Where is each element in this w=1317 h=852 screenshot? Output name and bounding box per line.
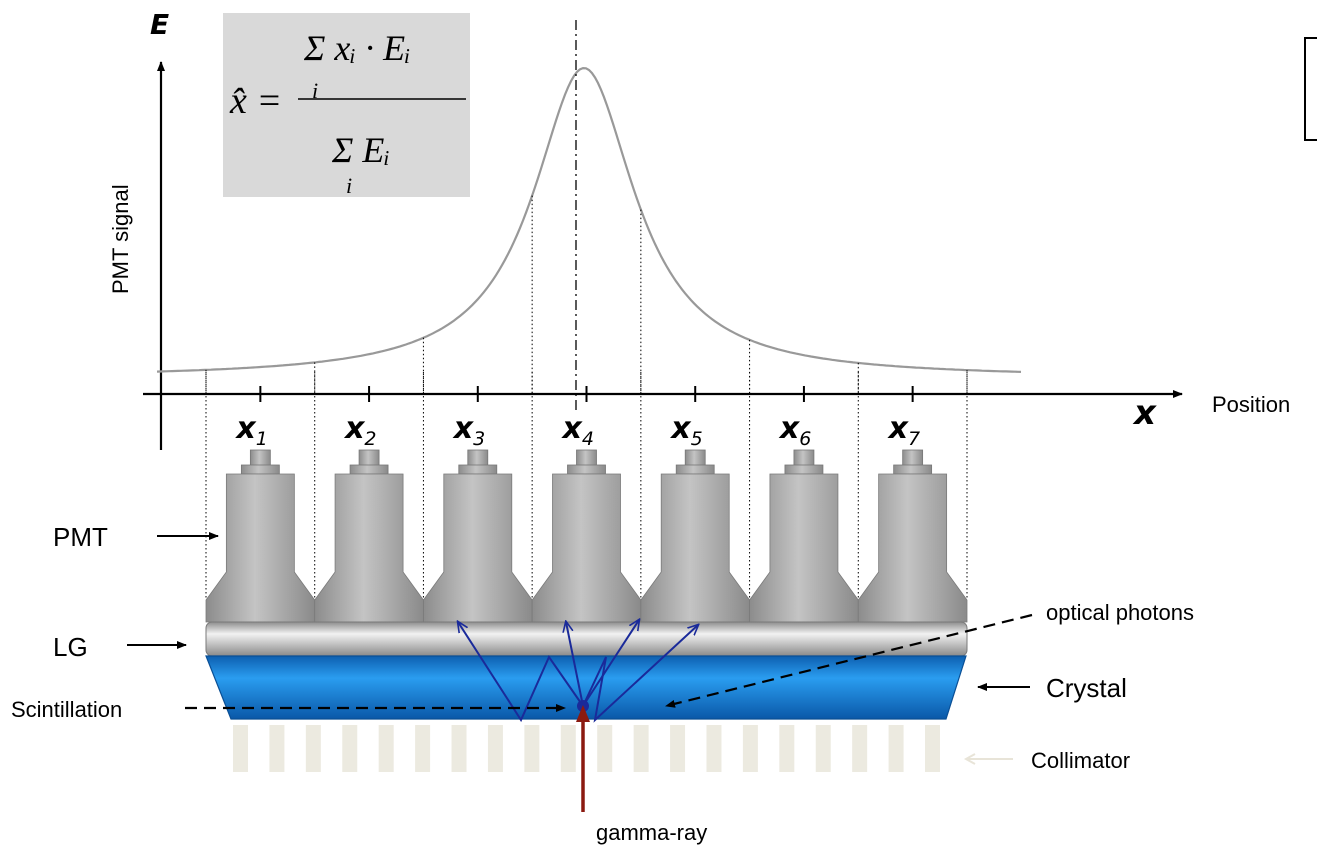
collimator-bar [779,725,795,772]
pmt-tube [531,449,642,623]
formula-denominator-index: i [346,173,352,198]
pmt-tube [314,449,424,623]
position-label: x2 [343,411,376,450]
photon-paths [458,620,698,723]
x-axis-label: Position [1212,392,1290,417]
photon-arrow [566,622,584,707]
pmt-tube [205,449,316,623]
pmt-tube [857,449,968,623]
light-guide [205,621,968,657]
photon-path-reflected [582,625,698,723]
optical-photons-pointer [665,613,1033,708]
collimator-label: Collimator [1031,748,1130,773]
gamma-ray-arrowhead [576,705,590,722]
pmt-tube [423,449,533,623]
collimator-bar [852,725,868,772]
pmt-tube [640,449,750,623]
edge-frame-fragment [1304,37,1317,141]
collimator-bar [742,725,758,772]
position-label: x7 [887,411,920,450]
formula-box: x̂ = Σ xᵢ · Eᵢ i Σ Eᵢ i [223,13,470,198]
scintillation-label: Scintillation [11,697,122,722]
collimator-bar [233,725,248,772]
y-axis-label: PMT signal [108,184,133,294]
collimator-bar [815,725,831,772]
collimator-bar [670,725,686,772]
crystal-label: Crystal [1046,673,1127,703]
pmt-array [205,449,968,623]
photon-path-reflected [458,622,584,723]
formula-numerator-index: i [312,78,318,103]
lg-label: LG [53,632,88,662]
collimator-bar [925,725,940,772]
collimator-bar [305,725,321,772]
collimator-bar [487,725,503,772]
y-axis-symbol: E [150,8,169,41]
formula-lhs: x̂ = [229,80,282,122]
position-label: x4 [561,411,594,450]
formula-denominator: Σ Eᵢ [331,130,390,170]
formula-numerator: Σ xᵢ · Eᵢ [303,28,411,68]
collimator-bar [524,725,540,772]
position-label: x3 [452,411,485,450]
crystal [205,655,967,720]
collimator-bar [415,725,431,772]
collimator-bar [269,725,285,772]
collimator-bar [451,725,467,772]
gamma-ray-label: gamma-ray [596,820,707,845]
collimator-bar [706,725,722,772]
collimator-bars [233,725,940,772]
optical-photons-label: optical photons [1046,600,1194,625]
signal-curve [156,66,1022,373]
collimator-bar [560,725,576,772]
collimator-bar [888,725,904,772]
collimator-bar [597,725,613,772]
position-ticks: x1 x2 x3 x4 x5 x6 x7 [234,386,920,450]
collimator-bar [633,725,649,772]
position-label: x1 [234,411,267,450]
collimator-bar [378,725,394,772]
pmt-label: PMT [53,522,108,552]
position-label: x5 [669,411,702,450]
collimator-bar [342,725,358,772]
x-axis-symbol: x [1132,393,1157,433]
sampling-lines [205,195,968,394]
photon-arrow [582,620,639,707]
pmt-tube [749,449,859,623]
collimator-pointer-head [963,753,976,765]
axes: E PMT signal x Position [108,8,1290,450]
position-label: x6 [778,411,811,450]
